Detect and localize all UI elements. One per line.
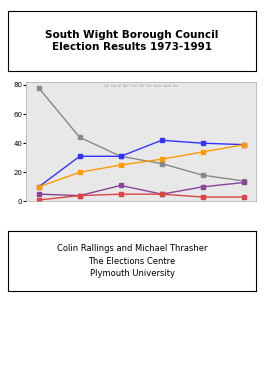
Text: South Wight Borough Council
Election Results 1973-1991: South Wight Borough Council Election Res… [45, 30, 219, 52]
Text: Con  Lab  LD  Nat  Other  Oth  Turn  Seats  Cands  Unc: Con Lab LD Nat Other Oth Turn Seats Cand… [104, 84, 178, 88]
Text: Colin Rallings and Michael Thrasher
The Elections Centre
Plymouth University: Colin Rallings and Michael Thrasher The … [57, 244, 207, 278]
